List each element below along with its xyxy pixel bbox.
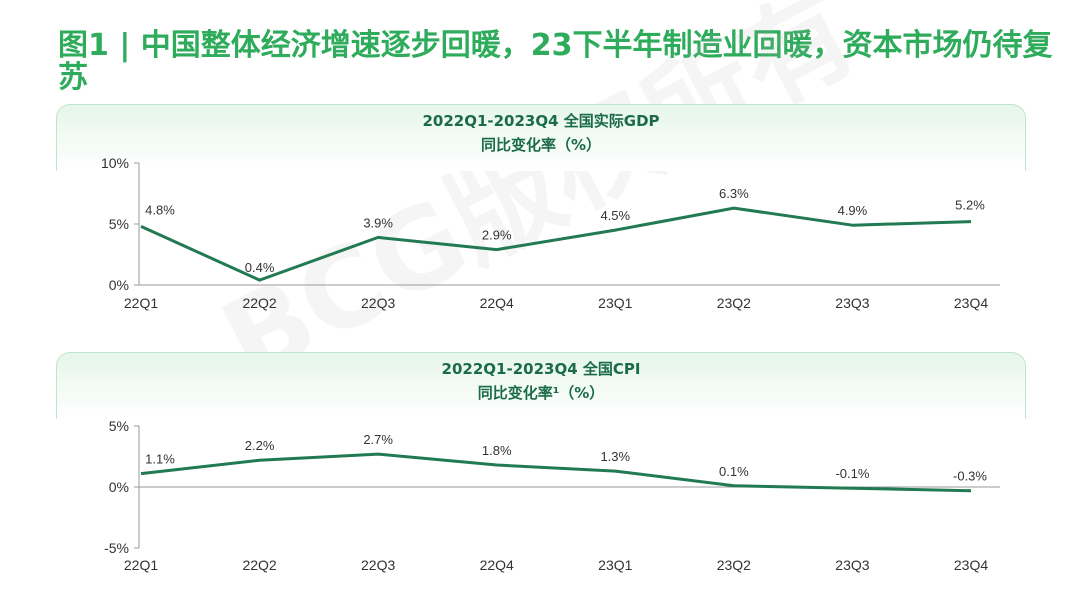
gdp-x-tick-label: 22Q4 xyxy=(480,295,514,311)
cpi-data-label: -0.3% xyxy=(953,469,987,484)
cpi-x-tick-label: 22Q3 xyxy=(361,557,395,573)
gdp-x-tick-label: 23Q2 xyxy=(717,295,751,311)
cpi-data-label: 1.3% xyxy=(600,449,630,464)
gdp-x-tick-label: 23Q3 xyxy=(835,295,869,311)
cpi-x-tick-label: 23Q4 xyxy=(954,557,988,573)
cpi-data-label: 0.1% xyxy=(719,464,749,479)
gdp-x-tick-label: 22Q1 xyxy=(124,295,158,311)
cpi-data-label: 1.8% xyxy=(482,443,512,458)
cpi-x-tick-label: 22Q4 xyxy=(480,557,514,573)
cpi-series-line xyxy=(140,452,972,493)
gdp-x-tick-label: 23Q4 xyxy=(954,295,988,311)
cpi-x-tick-label: 23Q1 xyxy=(598,557,632,573)
gdp-chart-title: 2022Q1-2023Q4 全国实际GDP xyxy=(422,112,660,130)
gdp-panel-header: 2022Q1-2023Q4 全国实际GDP 同比变化率（%） xyxy=(56,104,1026,171)
cpi-data-label: 1.1% xyxy=(145,452,175,467)
gdp-y-tick-label: 0% xyxy=(109,277,129,293)
cpi-chart-title: 2022Q1-2023Q4 全国CPI xyxy=(441,360,641,378)
gdp-x-tick-label: 23Q1 xyxy=(598,295,632,311)
cpi-x-tick-label: 22Q2 xyxy=(242,557,276,573)
cpi-y-tick-label: -5% xyxy=(104,540,129,556)
gdp-data-label: 3.9% xyxy=(363,215,393,230)
cpi-chart-subtitle: 同比变化率¹（%） xyxy=(477,384,605,402)
gdp-data-label: 4.9% xyxy=(838,203,868,218)
gdp-data-label: 4.8% xyxy=(145,202,175,217)
gdp-y-tick-label: 10% xyxy=(101,155,129,171)
gdp-data-label: 2.9% xyxy=(482,228,512,243)
cpi-data-label: -0.1% xyxy=(835,466,869,481)
cpi-data-label: 2.7% xyxy=(363,432,393,447)
cpi-x-tick-label: 23Q3 xyxy=(835,557,869,573)
gdp-chart-subtitle: 同比变化率（%） xyxy=(480,136,602,154)
gdp-x-tick-label: 22Q3 xyxy=(361,295,395,311)
gdp-y-tick-label: 5% xyxy=(109,216,129,232)
cpi-panel-header: 2022Q1-2023Q4 全国CPI 同比变化率¹（%） xyxy=(56,352,1026,419)
gdp-series-line xyxy=(140,206,972,282)
gdp-data-label: 0.4% xyxy=(245,260,275,275)
cpi-x-tick-label: 23Q2 xyxy=(717,557,751,573)
cpi-y-tick-label: 5% xyxy=(109,418,129,434)
gdp-data-label: 6.3% xyxy=(719,186,749,201)
cpi-data-label: 2.2% xyxy=(245,438,275,453)
gdp-x-tick-label: 22Q2 xyxy=(242,295,276,311)
gdp-data-label: 5.2% xyxy=(955,198,985,213)
page-title: 图1 | 中国整体经济增速逐步回暖，23下半年制造业回暖，资本市场仍待复苏 xyxy=(58,28,1053,95)
gdp-data-label: 4.5% xyxy=(600,208,630,223)
cpi-y-tick-label: 0% xyxy=(109,479,129,495)
cpi-x-tick-label: 22Q1 xyxy=(124,557,158,573)
